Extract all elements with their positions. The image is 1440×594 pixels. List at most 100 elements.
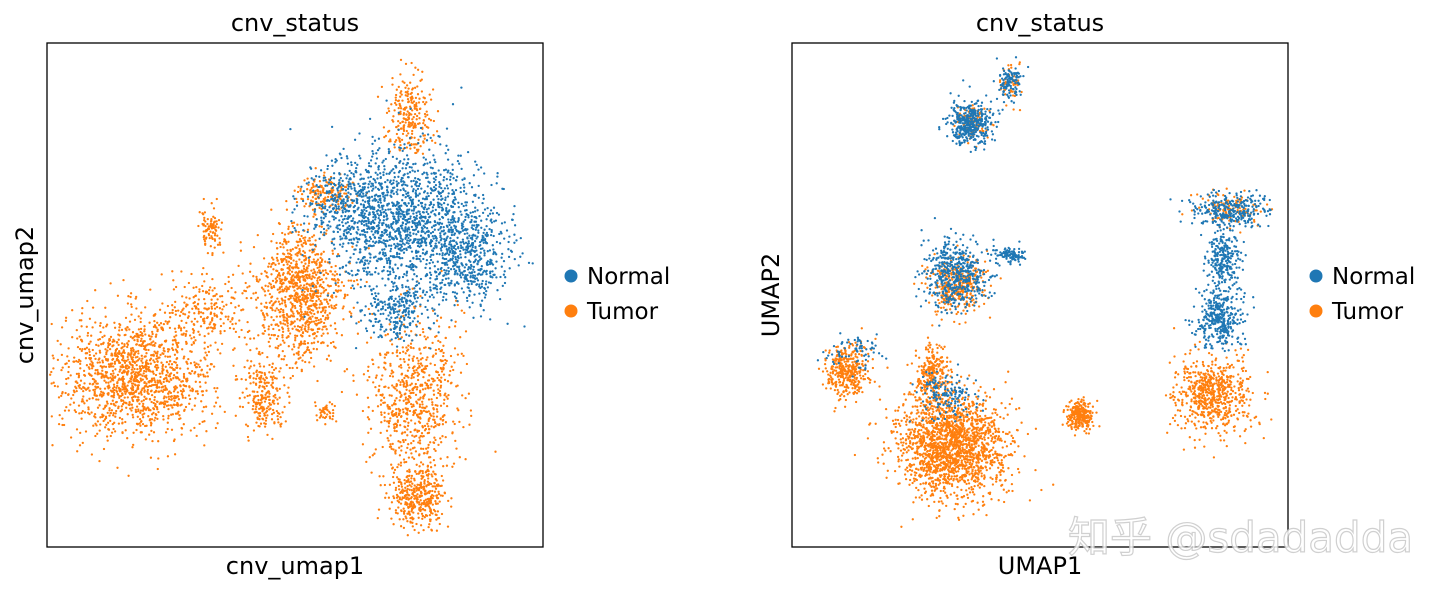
- point-tumor: [275, 387, 278, 390]
- point-tumor: [395, 476, 399, 479]
- point-normal: [382, 171, 385, 174]
- point-tumor: [418, 97, 421, 100]
- point-normal: [435, 252, 439, 256]
- point-tumor: [398, 104, 402, 107]
- point-tumor: [75, 428, 79, 431]
- point-normal: [371, 135, 374, 139]
- point-tumor: [120, 342, 124, 345]
- point-tumor: [411, 525, 414, 528]
- point-tumor: [287, 225, 290, 228]
- point-tumor: [425, 474, 429, 477]
- point-tumor: [406, 424, 410, 427]
- point-tumor: [139, 327, 143, 331]
- point-tumor: [412, 143, 415, 146]
- point-tumor: [378, 475, 381, 478]
- point-tumor: [103, 379, 106, 382]
- point-tumor: [286, 249, 289, 252]
- point-tumor: [316, 340, 320, 343]
- point-tumor: [331, 414, 335, 418]
- point-tumor: [301, 298, 305, 302]
- point-tumor: [263, 318, 266, 321]
- point-tumor: [200, 400, 203, 403]
- point-tumor: [298, 325, 302, 329]
- point-tumor: [180, 333, 183, 336]
- point-tumor: [217, 218, 221, 222]
- point-tumor: [154, 380, 157, 384]
- point-tumor: [230, 296, 233, 299]
- point-tumor: [295, 296, 299, 299]
- point-tumor: [232, 364, 235, 367]
- point-tumor: [99, 364, 102, 368]
- point-tumor: [117, 359, 120, 363]
- point-tumor: [124, 385, 127, 389]
- point-normal: [407, 158, 410, 161]
- point-tumor: [78, 444, 82, 447]
- point-tumor: [402, 358, 405, 361]
- point-tumor: [313, 271, 316, 274]
- point-tumor: [427, 477, 430, 480]
- point-tumor: [432, 441, 436, 445]
- point-tumor: [399, 73, 402, 76]
- point-tumor: [166, 347, 170, 351]
- point-tumor: [71, 336, 74, 339]
- point-tumor: [91, 326, 94, 329]
- point-tumor: [434, 348, 438, 352]
- point-tumor: [432, 415, 435, 418]
- point-tumor: [346, 293, 349, 297]
- point-tumor: [299, 189, 302, 193]
- point-normal: [444, 152, 447, 155]
- point-tumor: [273, 421, 276, 424]
- point-tumor: [266, 355, 269, 359]
- point-tumor: [120, 399, 123, 403]
- point-tumor: [308, 276, 311, 280]
- point-tumor: [326, 284, 330, 287]
- point-tumor: [301, 324, 304, 327]
- point-tumor: [419, 412, 422, 415]
- point-tumor: [227, 280, 230, 283]
- point-tumor: [399, 441, 402, 444]
- point-normal: [491, 212, 495, 215]
- point-tumor: [318, 225, 321, 228]
- point-tumor: [288, 366, 291, 370]
- point-tumor: [386, 333, 390, 336]
- point-tumor: [312, 302, 315, 306]
- point-tumor: [389, 434, 392, 437]
- point-tumor: [108, 365, 111, 368]
- point-tumor: [93, 378, 96, 381]
- point-tumor: [399, 357, 402, 361]
- point-tumor: [79, 367, 82, 370]
- point-tumor: [112, 414, 115, 417]
- point-tumor: [135, 428, 138, 432]
- point-tumor: [308, 284, 312, 287]
- point-tumor: [283, 341, 286, 344]
- point-tumor: [205, 272, 208, 276]
- point-tumor: [130, 349, 133, 352]
- point-tumor: [396, 354, 399, 358]
- point-tumor: [178, 417, 181, 421]
- point-tumor: [396, 99, 400, 103]
- point-tumor: [101, 335, 104, 339]
- point-tumor: [176, 366, 179, 369]
- point-tumor: [294, 306, 297, 310]
- point-normal: [468, 182, 471, 185]
- point-tumor: [107, 428, 111, 431]
- point-tumor: [132, 353, 135, 356]
- point-tumor: [300, 328, 303, 331]
- point-normal: [366, 266, 370, 269]
- point-tumor: [142, 407, 145, 410]
- point-tumor: [423, 112, 427, 116]
- point-tumor: [281, 349, 284, 353]
- point-tumor: [342, 284, 346, 288]
- point-tumor: [117, 338, 120, 341]
- point-tumor: [238, 397, 241, 400]
- point-normal: [431, 307, 434, 310]
- point-tumor: [402, 440, 405, 444]
- point-tumor: [416, 68, 420, 71]
- point-tumor: [143, 395, 146, 398]
- point-tumor: [288, 255, 292, 259]
- point-tumor: [296, 223, 299, 226]
- point-tumor: [267, 325, 271, 328]
- point-tumor: [421, 403, 424, 406]
- point-tumor: [193, 361, 196, 364]
- point-tumor: [121, 363, 124, 367]
